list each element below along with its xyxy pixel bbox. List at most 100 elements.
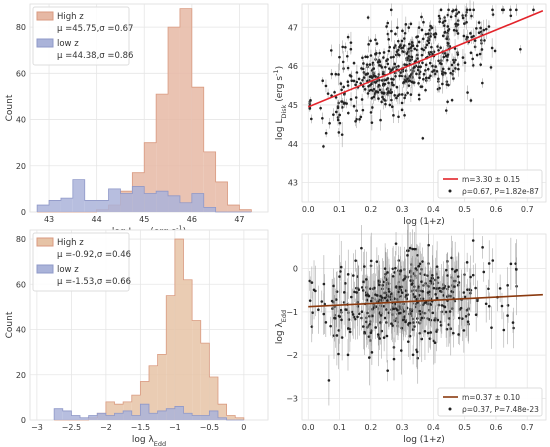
- y-tick-label: 60: [16, 280, 26, 289]
- y-tick-label: 45: [288, 101, 298, 110]
- data-point: [383, 296, 387, 300]
- data-point: [426, 32, 430, 36]
- bar-low-z: [144, 193, 157, 212]
- data-point: [422, 77, 425, 81]
- data-point: [365, 72, 369, 76]
- data-point: [364, 293, 368, 297]
- data-point: [385, 334, 389, 338]
- data-point: [317, 308, 320, 312]
- data-point: [387, 67, 391, 70]
- y-tick-label: 46: [288, 62, 298, 71]
- bar-high-z: [131, 395, 141, 420]
- data-point: [376, 333, 380, 336]
- x-tick-label: 43: [44, 215, 54, 224]
- data-point: [415, 44, 419, 48]
- bar-low-z: [191, 193, 204, 212]
- legend-series-name: High z: [57, 238, 84, 248]
- data-point: [324, 84, 328, 88]
- x-tick-label: 0.3: [396, 205, 409, 214]
- data-point: [407, 26, 411, 29]
- data-point: [493, 49, 497, 53]
- data-point: [366, 16, 370, 19]
- data-point: [384, 65, 387, 69]
- y-tick-label: −1: [286, 308, 298, 317]
- data-point: [357, 312, 361, 316]
- data-point: [464, 314, 468, 318]
- data-point: [421, 136, 425, 140]
- bar-high-z: [156, 94, 169, 212]
- x-tick-label: 0.5: [458, 423, 471, 432]
- data-point: [368, 63, 372, 66]
- data-point: [407, 84, 411, 87]
- data-point: [394, 74, 397, 78]
- data-point: [308, 299, 312, 302]
- data-point: [498, 287, 502, 290]
- data-point: [383, 316, 387, 320]
- data-point: [408, 59, 411, 63]
- data-point: [433, 341, 437, 345]
- data-point: [340, 133, 344, 136]
- data-point: [439, 323, 443, 327]
- data-point: [360, 316, 363, 320]
- data-point: [397, 285, 401, 289]
- data-point: [337, 131, 341, 134]
- x-axis-label: log (1+z): [403, 435, 445, 445]
- data-point: [479, 63, 482, 66]
- data-point: [407, 50, 410, 53]
- data-point: [411, 247, 414, 251]
- legend-swatch: [36, 38, 54, 48]
- data-point: [413, 295, 417, 299]
- bar-low-z: [80, 417, 89, 420]
- bar-low-z: [84, 200, 97, 212]
- bar-low-z: [114, 413, 124, 420]
- data-point: [354, 96, 358, 99]
- data-point: [394, 266, 397, 270]
- histogram-outline: [36, 179, 252, 213]
- data-point: [436, 287, 440, 290]
- data-point: [509, 14, 513, 18]
- data-point: [463, 273, 466, 276]
- data-point: [346, 66, 350, 70]
- data-point: [354, 83, 357, 87]
- data-point: [387, 287, 391, 291]
- bar-low-z: [203, 207, 216, 212]
- data-point: [453, 285, 457, 288]
- data-point: [440, 72, 444, 76]
- data-point: [352, 315, 356, 319]
- data-point: [410, 68, 413, 72]
- data-point: [461, 56, 465, 59]
- data-point: [397, 115, 400, 119]
- data-point: [339, 308, 343, 312]
- data-point: [484, 302, 488, 306]
- data-point: [371, 307, 374, 311]
- data-point: [452, 61, 456, 64]
- data-point: [352, 61, 356, 65]
- data-point: [384, 102, 387, 106]
- data-point: [487, 304, 491, 308]
- data-point: [377, 279, 381, 283]
- bar-high-z: [166, 295, 175, 420]
- data-point: [451, 69, 455, 73]
- data-point: [410, 44, 414, 48]
- data-point: [454, 67, 457, 70]
- data-point: [366, 92, 370, 95]
- data-point: [346, 327, 350, 330]
- data-point: [342, 67, 345, 70]
- data-point: [444, 109, 448, 112]
- bar-high-z: [114, 404, 124, 420]
- data-point: [369, 299, 373, 303]
- data-point: [340, 100, 343, 103]
- x-tick-label: 0.1: [333, 423, 346, 432]
- data-point: [429, 279, 432, 283]
- y-tick-label: 20: [16, 371, 26, 380]
- scatter-points: [308, 0, 535, 149]
- data-point: [395, 96, 398, 100]
- data-point: [483, 39, 486, 42]
- data-point: [415, 350, 419, 354]
- data-point: [362, 76, 366, 79]
- data-point: [353, 290, 356, 294]
- y-axis-label: Count: [5, 94, 15, 121]
- data-point: [394, 53, 398, 57]
- data-point: [386, 21, 390, 25]
- data-point: [426, 331, 430, 335]
